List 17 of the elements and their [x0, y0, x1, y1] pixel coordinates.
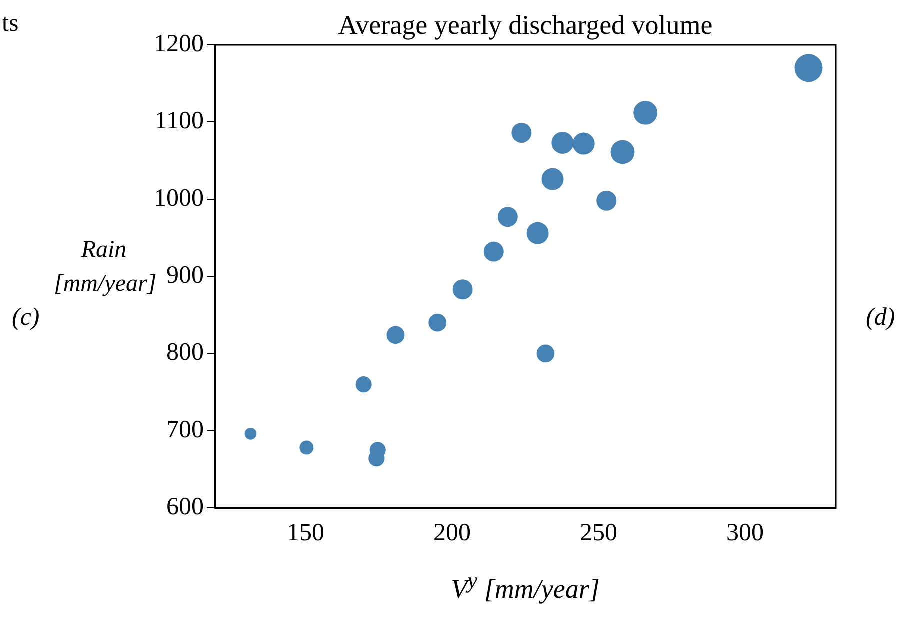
text: (c) [12, 304, 40, 332]
x-tick-label: 250 [580, 520, 618, 547]
y-tick-label: 700 [166, 416, 204, 444]
y-tick-label: 1200 [154, 30, 204, 58]
y-tick-label: 600 [166, 494, 204, 521]
x-axis-title: V$^{y}$ [mm/year] [450, 568, 601, 605]
text: (d) [866, 304, 896, 332]
x-tick-label: 150 [287, 520, 325, 547]
y-tick-label: 1000 [154, 184, 204, 212]
y-tick-label: 800 [166, 339, 204, 366]
x-tick-label: 300 [726, 520, 764, 547]
text: ts [2, 10, 19, 38]
chart-title: Average yearly discharged volume [337, 10, 714, 41]
y-tick-label: 1100 [154, 108, 204, 135]
y-axis-title: Rain [mm/year] [54, 236, 157, 299]
x-tick-label: 200 [434, 520, 472, 547]
y-tick-label: 900 [166, 262, 204, 290]
